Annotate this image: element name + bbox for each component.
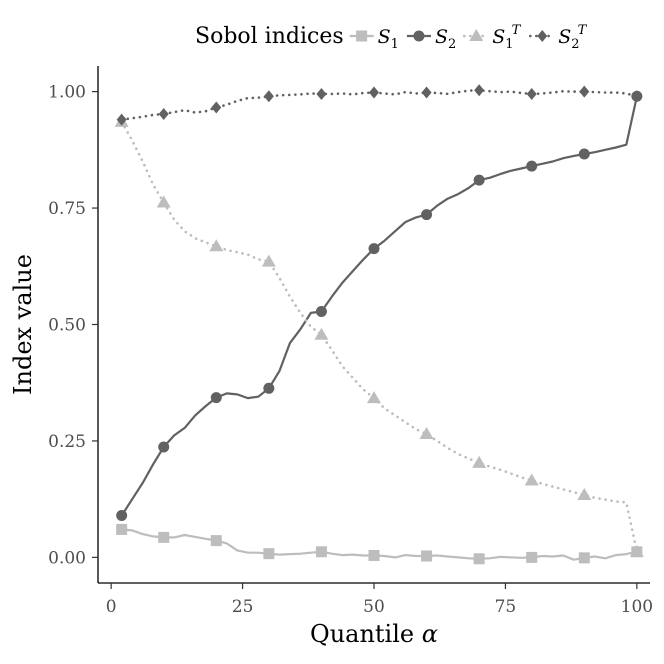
data-point-S2T <box>369 86 379 99</box>
legend-item-S1: S1 <box>349 26 399 52</box>
y-tick-label: 0.00 <box>48 548 86 568</box>
data-point-S1 <box>578 552 590 564</box>
legend-label-subscript: 1 <box>391 37 399 52</box>
data-point-S1 <box>158 531 170 543</box>
legend-key-marker <box>356 30 368 42</box>
data-point-S1T <box>419 426 434 439</box>
series-S2T <box>116 84 642 126</box>
legend-label-base: S <box>378 26 391 48</box>
data-point-S2 <box>315 305 327 317</box>
data-point-S2 <box>116 509 128 521</box>
legend-item-S2: S2 <box>406 26 456 52</box>
legend-item-S2T: S2T <box>528 23 588 52</box>
data-point-S1T <box>156 195 171 208</box>
data-point-S2T <box>631 90 642 103</box>
data-point-S2 <box>473 174 485 186</box>
plot-area <box>114 84 644 565</box>
data-point-S2 <box>263 382 275 394</box>
data-point-S1T <box>367 391 381 404</box>
data-point-S2T <box>474 84 485 97</box>
legend-key-marker <box>469 29 484 41</box>
x-axis-title: Quantile α <box>310 620 438 648</box>
series-S2 <box>116 90 643 521</box>
legend-label-subscript: 2 <box>571 37 579 52</box>
y-tick-label: 0.50 <box>48 316 86 336</box>
x-axis-title-text: Quantile <box>310 620 414 648</box>
legend-title: Sobol indices <box>195 24 344 49</box>
legend-label-base: S <box>492 26 505 48</box>
x-tick-label: 0 <box>106 597 117 617</box>
data-point-S2 <box>368 243 380 255</box>
y-tick-label: 1.00 <box>48 83 86 103</box>
data-point-S1T <box>472 455 487 468</box>
legend-label-base: S <box>435 26 448 48</box>
x-tick-label: 50 <box>363 597 385 617</box>
data-point-S1 <box>315 546 327 558</box>
legend-label: S2T <box>558 23 587 52</box>
data-point-S1 <box>473 553 485 565</box>
data-point-S1 <box>368 550 380 562</box>
data-point-S2T <box>116 113 127 126</box>
x-tick-label: 25 <box>232 597 254 617</box>
legend-label-base: S <box>558 26 571 48</box>
data-point-S2T <box>316 87 327 100</box>
y-axis-title: Index value <box>9 254 37 395</box>
x-tick-label: 75 <box>495 597 517 617</box>
data-point-S1T <box>524 473 539 486</box>
legend-key-marker <box>413 30 425 42</box>
data-point-S2 <box>158 441 170 453</box>
data-point-S1T <box>209 239 224 252</box>
legend-label-subscript: 2 <box>448 37 456 52</box>
data-point-S1 <box>421 550 433 562</box>
data-point-S2T <box>421 86 432 99</box>
data-point-S2T <box>579 85 590 98</box>
legend-label-superscript: T <box>578 23 588 38</box>
x-axis-title-symbol: α <box>422 620 438 648</box>
x-tick-label: 100 <box>621 597 653 617</box>
legend-label: S1 <box>378 26 399 52</box>
legend-label: S1T <box>492 23 521 52</box>
data-point-S2T <box>211 101 222 114</box>
legend-label: S2 <box>435 26 456 52</box>
series-line-S1T <box>120 120 639 554</box>
data-point-S1T <box>314 327 329 340</box>
data-point-S1 <box>526 551 538 563</box>
series-line-S2T <box>120 88 639 121</box>
data-point-S2 <box>578 148 590 160</box>
data-point-S1 <box>116 523 128 535</box>
axes: 0 25 50 75 100 0.00 0.25 0.50 0.75 1.00 <box>48 66 653 617</box>
y-tick-label: 0.25 <box>48 432 86 452</box>
data-point-S2 <box>526 160 538 172</box>
data-point-S1T <box>629 544 644 557</box>
series-S1 <box>116 523 643 565</box>
data-point-S1 <box>263 548 275 560</box>
data-point-S2T <box>263 90 274 103</box>
data-point-S2 <box>421 209 433 221</box>
y-tick-label: 0.75 <box>48 199 86 219</box>
legend-item-S1T: S1T <box>462 23 522 52</box>
series-S1T <box>114 114 644 557</box>
legend-label-superscript: T <box>512 23 522 38</box>
data-point-S1T <box>577 487 592 500</box>
data-point-S2T <box>526 87 537 100</box>
legend: Sobol indices S1 S2 S1T S2T <box>195 23 588 52</box>
data-point-S2 <box>210 392 222 404</box>
legend-key-marker <box>537 30 548 42</box>
data-point-S1 <box>210 535 222 547</box>
data-point-S1T <box>261 254 276 267</box>
data-point-S2T <box>158 107 169 120</box>
series-line-S2 <box>120 95 638 517</box>
legend-label-subscript: 1 <box>505 37 513 52</box>
